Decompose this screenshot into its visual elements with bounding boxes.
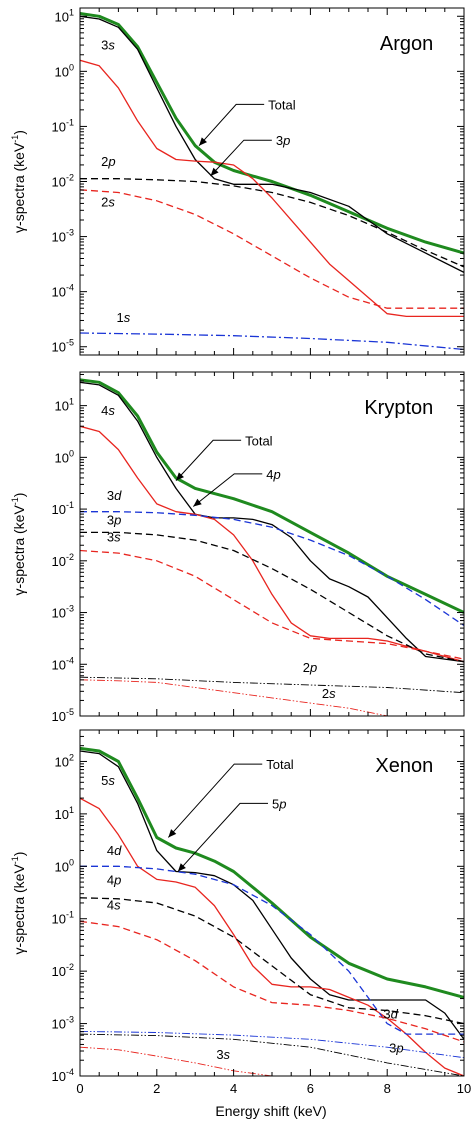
krypton-y-tick-label: 10-3 — [52, 604, 74, 621]
x-axis-label: Energy shift (keV) — [215, 1103, 326, 1119]
argon-callout-line-3p — [210, 139, 272, 177]
argon-curve-2s-dashed — [80, 189, 464, 309]
krypton-title: Krypton — [364, 397, 433, 419]
krypton-y-tick-label: 10-4 — [52, 655, 74, 672]
y-axis-label-krypton: γ-spectra (keV-1) — [10, 493, 27, 596]
argon-label-2p: 2p — [101, 154, 115, 169]
argon-y-tick-label: 10-3 — [52, 228, 74, 245]
krypton-label-3d: 3d — [107, 488, 122, 503]
xenon-curves — [80, 746, 464, 1076]
krypton-callout-line-total — [175, 439, 242, 481]
krypton-curves — [80, 378, 464, 716]
xenon-curve-3p-dashdotdot — [80, 1033, 464, 1076]
argon-label-1s: 1s — [116, 310, 130, 325]
xenon-label-4s: 4s — [107, 897, 121, 912]
krypton-label-2p: 2p — [303, 660, 317, 675]
y-axis-label-argon: γ-spectra (keV-1) — [10, 130, 27, 233]
krypton-y-tick-label: 10-1 — [52, 500, 74, 517]
x-tick-label: 6 — [307, 1081, 314, 1096]
krypton-panel: 10-5 10-4 10-3 10-2 10-1 100 101 Krypton 4s 3d 3p 3… — [52, 371, 465, 724]
argon-callout-label-total: Total — [268, 97, 296, 112]
argon-curve-1s-dashdot — [80, 332, 464, 351]
xenon-y-tick-label: 10-3 — [52, 1015, 74, 1032]
xenon-curve-3d-dashdotdot — [80, 1030, 464, 1059]
argon-callout-arrowhead-total — [199, 137, 207, 146]
krypton-callout-label-total: Total — [245, 433, 273, 448]
x-tick-label: 10 — [457, 1081, 471, 1096]
argon-y-tick-label: 10-4 — [52, 283, 74, 300]
xenon-curve-total-solid — [80, 746, 464, 999]
argon-label-2s: 2s — [101, 194, 115, 209]
argon-y-tick-label: 10-2 — [52, 173, 74, 190]
argon-y-tick-label: 100 — [55, 62, 74, 79]
krypton-callout-arrowhead-4p — [193, 498, 202, 507]
argon-curves — [80, 12, 464, 351]
x-tick-label: 8 — [384, 1081, 391, 1096]
xenon-callout-line-5p — [177, 802, 268, 872]
x-tick-label: 0 — [76, 1081, 83, 1096]
xenon-y-tick-label: 102 — [55, 752, 74, 769]
argon-callout-arrowhead-3p — [210, 167, 219, 176]
krypton-curve-2p-dashdotdot — [80, 676, 464, 694]
xenon-callout-label-5p: 5p — [272, 796, 286, 811]
krypton-label-3s: 3s — [107, 530, 121, 545]
argon-curve-3s-solid — [80, 59, 464, 318]
krypton-curve-4p-solid — [80, 381, 464, 663]
xenon-curve-4d-dashed — [80, 865, 464, 1035]
x-tick-label: 4 — [230, 1081, 237, 1096]
krypton-curve-2s-dashdotdot — [80, 679, 388, 716]
krypton-curve-3p-dashed — [80, 531, 464, 663]
x-tick-label: 2 — [153, 1081, 160, 1096]
krypton-curve-total-solid — [80, 378, 464, 614]
argon-title: Argon — [380, 33, 433, 55]
xenon-y-tick-label: 10-1 — [52, 910, 74, 927]
xenon-y-tick-label: 100 — [55, 857, 74, 874]
krypton-plot-frame — [79, 371, 465, 717]
xenon-label-4p: 4p — [107, 873, 121, 888]
xenon-y-tick-label: 10-4 — [52, 1067, 74, 1084]
xenon-panel: 0 2 4 6 8 10 10-4 10-3 10-2 10-1 100 101 102 Xenon 5s 4… — [52, 729, 471, 1096]
xenon-callout-label-total: Total — [266, 757, 294, 772]
xenon-y-tick-label: 101 — [55, 805, 74, 822]
krypton-curve-4s-solid — [80, 425, 464, 663]
krypton-curve-3d-dashed — [80, 511, 464, 627]
y-axis-label-xenon: γ-spectra (keV-1) — [10, 852, 27, 955]
xenon-callout-arrowhead-5p — [177, 863, 186, 872]
argon-y-tick-label: 101 — [55, 7, 74, 24]
krypton-callout-line-4p — [192, 473, 263, 507]
xenon-label-4d: 4d — [107, 843, 122, 858]
xenon-callout-line-total — [167, 763, 263, 838]
xenon-callout-arrowhead-total — [168, 829, 177, 838]
xenon-label-3s: 3s — [216, 1047, 230, 1062]
krypton-y-tick-label: 10-5 — [52, 707, 74, 724]
krypton-curve-3s-dashed — [80, 549, 464, 660]
xenon-curve-4s-dashed — [80, 920, 464, 1043]
krypton-label-2s: 2s — [322, 686, 336, 701]
argon-y-tick-label: 10-1 — [52, 117, 74, 134]
krypton-label-4s: 4s — [101, 403, 115, 418]
xenon-label-5s: 5s — [101, 773, 115, 788]
krypton-y-tick-label: 100 — [55, 448, 74, 465]
xenon-curve-4p-dashed — [80, 897, 464, 1025]
argon-curve-2p-dashed — [80, 178, 464, 268]
xenon-curve-3s-dashdotdot — [80, 1046, 273, 1076]
argon-curve-3p-solid — [80, 15, 464, 273]
xenon-curve-5p-solid — [80, 750, 464, 1040]
xenon-label-3p: 3p — [389, 1040, 403, 1055]
xenon-label-3d: 3d — [383, 1006, 398, 1021]
xenon-y-tick-label: 10-2 — [52, 962, 74, 979]
xenon-curve-5s-solid — [80, 797, 464, 1076]
xenon-title: Xenon — [375, 755, 433, 777]
argon-callout-line-total — [198, 103, 265, 147]
argon-callout-label-3p: 3p — [276, 133, 290, 148]
krypton-label-3p: 3p — [107, 513, 121, 528]
argon-panel: 10-5 10-4 10-3 10-2 10-1 100 101 Argon 3s 2p 2s 1s T… — [52, 7, 465, 356]
krypton-y-tick-label: 10-2 — [52, 552, 74, 569]
krypton-callout-label-4p: 4p — [266, 467, 280, 482]
argon-label-3s: 3s — [101, 37, 115, 52]
krypton-callout-arrowhead-total — [176, 472, 184, 481]
krypton-y-tick-label: 101 — [55, 397, 74, 414]
argon-y-tick-label: 10-5 — [52, 338, 74, 355]
